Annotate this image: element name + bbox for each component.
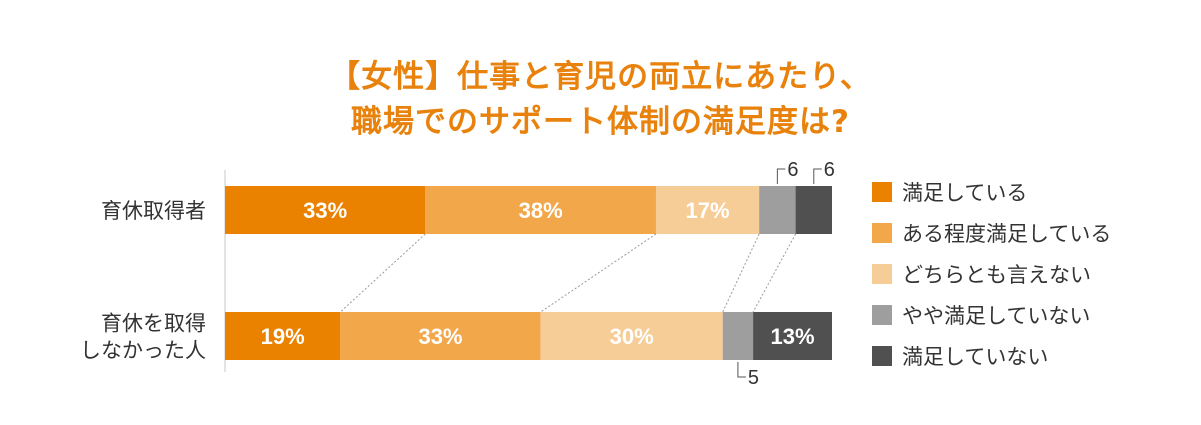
leader-0-3 — [776, 168, 786, 184]
connector-0 — [339, 233, 426, 313]
legend-item-0: 満足している — [872, 178, 1111, 205]
leader-0-4 — [813, 168, 822, 184]
legend-label: ある程度満足している — [902, 221, 1112, 246]
value-label-0-0: 33% — [303, 198, 347, 223]
legend: 満足しているある程度満足している どちらとも言えない やや満足していない 満足していな… — [872, 178, 1111, 383]
category-label-0-0: 育休取得者 — [101, 199, 206, 223]
value-label-1-2: 30% — [610, 324, 654, 349]
legend-item-3: やや満足していない — [872, 301, 1111, 328]
legend-label: 満足している — [902, 180, 1028, 205]
connector-2 — [722, 233, 760, 313]
value-label-1-1: 33% — [418, 324, 462, 349]
legend-swatch — [872, 345, 892, 366]
bar-1-4 — [753, 312, 832, 360]
legend-item-2: どちらとも言えない — [872, 260, 1111, 287]
bar-0-4 — [795, 186, 832, 234]
bar-1-1 — [340, 312, 541, 360]
legend-item-4: 満足していない — [872, 342, 1111, 369]
chart-title-line-1: 【女性】仕事と育児の両立にあたり、 — [329, 59, 872, 95]
bar-0-3 — [759, 186, 796, 234]
legend-swatch — [872, 181, 892, 202]
value-label-1-0: 19% — [261, 324, 305, 349]
connector-1 — [540, 233, 657, 313]
category-label-1-0: 育休を取得 — [101, 312, 206, 336]
value-label-1-4: 13% — [771, 324, 815, 349]
legend-swatch — [872, 304, 892, 325]
bar-1-2 — [540, 312, 723, 360]
bar-0-0 — [225, 186, 426, 234]
legend-swatch — [872, 222, 892, 243]
bar-1-0 — [225, 312, 341, 360]
legend-swatch — [872, 263, 892, 284]
value-label-0-3: 6 — [787, 159, 798, 181]
category-label-1-1: しなかった人 — [80, 339, 206, 363]
legend-label: やや満足していない — [902, 303, 1091, 328]
connector-3 — [752, 233, 797, 313]
legend-label: 満足していない — [902, 344, 1049, 369]
legend-label: どちらとも言えない — [902, 262, 1091, 287]
value-label-0-4: 6 — [824, 159, 835, 181]
chart-title-line-2: 職場でのサポート体制の満足度は? — [351, 104, 850, 140]
value-label-0-1: 38% — [519, 198, 563, 223]
leader-1-3 — [737, 362, 746, 378]
bar-0-2 — [655, 186, 760, 234]
value-label-1-3: 5 — [748, 367, 759, 389]
bar-1-3 — [722, 312, 754, 360]
value-label-0-2: 17% — [686, 198, 730, 223]
legend-item-1: ある程度満足している — [872, 219, 1111, 246]
bar-0-1 — [425, 186, 656, 234]
